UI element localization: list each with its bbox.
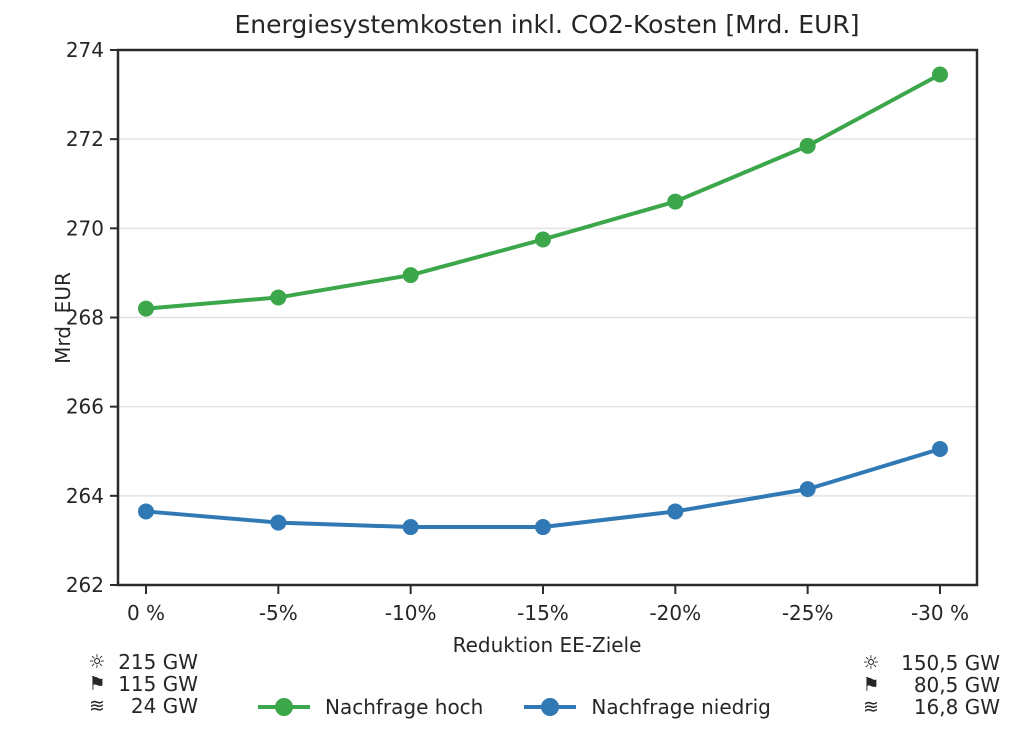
capacity-value: 215 GW (118, 650, 198, 674)
data-point-marker (270, 289, 287, 306)
annotation-row: ☼ 150,5 GW (858, 652, 1000, 674)
y-tick-label: 262 (66, 573, 104, 597)
gridlines (118, 138, 977, 497)
plot-border (116, 48, 979, 587)
x-tick-label: -30 % (911, 601, 969, 625)
data-point-marker (667, 503, 684, 520)
series-nachfrage-niedrig (138, 441, 948, 536)
x-tick-label: -25% (782, 601, 834, 625)
annotation-row: ≋ 16,8 GW (858, 696, 1000, 718)
capacity-annotation-right: ☼ 150,5 GW ⚑ 80,5 GW ≋ 16,8 GW (858, 652, 1000, 718)
data-point-marker (931, 441, 948, 458)
x-tick-label: -15% (517, 601, 569, 625)
y-tick-label: 268 (66, 306, 104, 330)
annotation-row: ≋ 24 GW (84, 695, 198, 717)
y-tick-label: 266 (66, 395, 104, 419)
x-axis-ticks: 0 % -5% -10% -15% -20% -25% -30 % (127, 585, 969, 625)
y-axis-label: Mrd. EUR (51, 272, 75, 364)
sun-icon: ☼ (862, 652, 880, 674)
legend-label: Nachfrage hoch (325, 695, 484, 719)
x-tick-label: 0 % (127, 601, 165, 625)
data-point-marker (138, 300, 154, 317)
legend: Nachfrage hoch Nachfrage niedrig (257, 695, 771, 719)
x-tick-label: -5% (259, 601, 298, 625)
y-tick-label: 270 (66, 216, 104, 240)
x-axis-label: Reduktion EE-Ziele (453, 633, 642, 657)
capacity-value: 150,5 GW (901, 651, 1000, 675)
x-tick-label: -20% (649, 601, 701, 625)
waves-icon: ≋ (863, 696, 879, 718)
annotation-row: ⚑ 115 GW (84, 673, 198, 695)
data-point-marker (931, 66, 948, 83)
flag-icon: ⚑ (88, 673, 106, 695)
capacity-value: 24 GW (130, 694, 198, 718)
legend-label: Nachfrage niedrig (591, 695, 771, 719)
series-nachfrage-hoch (138, 66, 948, 317)
data-point-marker (402, 267, 419, 284)
data-point-marker (667, 193, 684, 210)
capacity-value: 80,5 GW (913, 673, 1000, 697)
x-tick-label: -10% (385, 601, 437, 625)
sun-icon: ☼ (88, 651, 106, 673)
data-point-marker (799, 137, 816, 154)
line-marker-swatch (524, 698, 577, 716)
legend-item-nachfrage-niedrig: Nachfrage niedrig (523, 695, 771, 719)
capacity-annotation-left: ☼ 215 GW ⚑ 115 GW ≋ 24 GW (84, 651, 198, 717)
data-point-marker (534, 519, 551, 536)
flag-icon: ⚑ (862, 674, 880, 696)
waves-icon: ≋ (89, 695, 105, 717)
line-marker-swatch (258, 698, 310, 716)
data-point-marker (799, 481, 816, 498)
capacity-value: 16,8 GW (913, 695, 1000, 719)
data-point-marker (534, 231, 551, 248)
data-point-marker (138, 503, 154, 520)
y-tick-label: 264 (66, 484, 104, 508)
y-tick-label: 272 (66, 127, 104, 151)
data-point-marker (402, 519, 419, 536)
annotation-row: ⚑ 80,5 GW (858, 674, 1000, 696)
y-tick-label: 274 (66, 38, 104, 62)
capacity-value: 115 GW (118, 672, 198, 696)
chart-title: Energiesystemkosten inkl. CO2-Kosten [Mr… (234, 10, 859, 39)
y-axis-ticks: 262 264 266 268 270 272 274 (66, 38, 118, 597)
data-point-marker (270, 514, 287, 531)
legend-item-nachfrage-hoch: Nachfrage hoch (257, 695, 484, 719)
annotation-row: ☼ 215 GW (84, 651, 198, 673)
